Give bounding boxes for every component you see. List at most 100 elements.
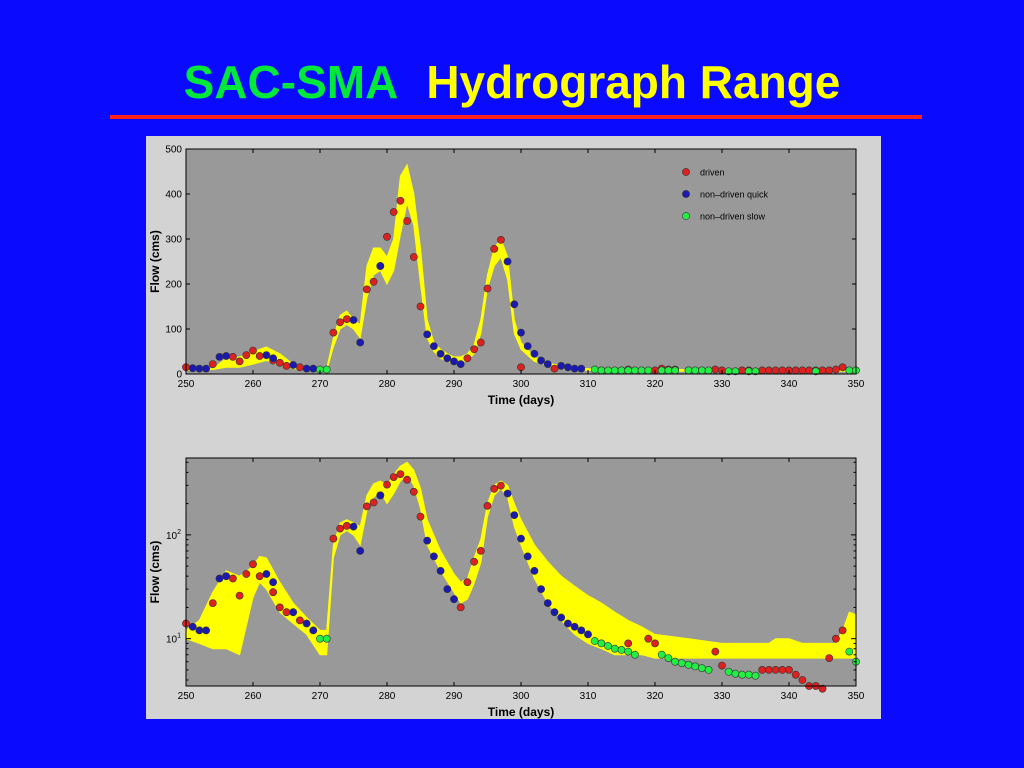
data-point [322, 634, 331, 643]
data-point [778, 665, 787, 674]
data-point [362, 285, 371, 294]
data-point [275, 603, 284, 612]
data-point [610, 644, 619, 653]
data-point [543, 360, 552, 368]
data-point [309, 364, 318, 373]
data-point [396, 196, 405, 205]
data-point [476, 547, 485, 555]
data-point [597, 366, 606, 375]
data-point [691, 662, 700, 671]
data-point [523, 552, 532, 561]
data-point [416, 302, 425, 311]
data-point [208, 599, 217, 607]
data-point [302, 619, 311, 628]
data-point [517, 534, 525, 543]
data-point [604, 366, 612, 375]
data-point [470, 345, 478, 354]
data-point [624, 639, 633, 648]
data-point [751, 671, 760, 680]
slide-title-part1: SAC-SMA [183, 56, 399, 108]
x-tick-label: 320 [647, 691, 664, 702]
data-point [262, 351, 271, 359]
data-point [523, 342, 532, 350]
data-point [550, 608, 559, 617]
data-point [825, 654, 834, 662]
data-point [765, 665, 773, 674]
data-point [302, 364, 311, 373]
data-point [778, 366, 787, 375]
data-point [590, 637, 599, 645]
series-non-driven-slow [316, 365, 860, 376]
data-point [443, 354, 452, 363]
data-point [805, 366, 813, 375]
legend-marker [682, 190, 690, 198]
data-point [838, 363, 847, 372]
data-point [704, 665, 713, 674]
x-tick-label: 270 [312, 691, 329, 702]
series-non-driven-quick [188, 489, 592, 639]
data-point [456, 360, 465, 368]
data-point [349, 522, 358, 531]
data-point [811, 367, 820, 376]
data-point [630, 366, 639, 375]
x-tick-label: 340 [781, 691, 798, 702]
data-point [235, 591, 244, 600]
data-point [704, 366, 713, 375]
data-point [423, 330, 432, 339]
slide-title: SAC-SMA Hydrograph Range [0, 52, 1024, 112]
y-tick-label: 400 [165, 190, 182, 201]
data-point [222, 572, 231, 581]
data-point [309, 626, 318, 635]
data-point [235, 357, 244, 366]
legend-label: non–driven slow [700, 212, 766, 222]
legend-label: driven [700, 168, 725, 178]
data-point [798, 676, 807, 684]
data-point [376, 491, 385, 500]
data-point [731, 669, 740, 678]
x-tick-label: 320 [647, 379, 664, 390]
data-point [336, 318, 344, 327]
x-tick-label: 330 [714, 379, 731, 390]
legend-marker [682, 212, 690, 220]
data-point [530, 566, 539, 575]
data-point [329, 328, 338, 337]
data-point [195, 364, 204, 373]
data-point [490, 484, 499, 493]
data-point [496, 481, 505, 490]
data-point [429, 342, 438, 350]
log-flow-chart: 250 260 270 280 290 300 310 320 330 340 350 101 102 T… [148, 457, 865, 719]
x-tick-label: 260 [245, 379, 262, 390]
data-point [838, 626, 847, 635]
data-point [403, 217, 411, 225]
series-non-driven-slow [316, 634, 860, 680]
data-point [557, 361, 566, 370]
data-point [289, 608, 298, 617]
data-point [369, 277, 378, 286]
x-tick-label: 330 [714, 691, 731, 702]
data-point [329, 534, 338, 543]
data-point [590, 365, 599, 374]
data-point [738, 670, 746, 679]
x-axis-label: Time (days) [488, 393, 554, 407]
y-tick-label: 500 [165, 145, 182, 156]
data-point [490, 245, 499, 253]
data-point [630, 650, 639, 659]
data-point [483, 502, 492, 510]
data-point [362, 502, 371, 511]
data-point [470, 557, 478, 566]
data-point [282, 608, 291, 617]
data-point [644, 634, 653, 643]
slide-title-part2: Hydrograph Range [426, 56, 841, 108]
x-tick-label: 260 [245, 691, 262, 702]
data-point [765, 366, 773, 375]
data-point [818, 366, 827, 375]
data-point [651, 639, 659, 648]
data-point [429, 552, 438, 561]
data-point [818, 684, 827, 693]
data-point [282, 361, 291, 370]
data-point [637, 366, 646, 375]
x-tick-label: 340 [781, 379, 798, 390]
x-tick-label: 290 [446, 691, 463, 702]
data-point [563, 619, 572, 628]
data-point [208, 360, 217, 368]
